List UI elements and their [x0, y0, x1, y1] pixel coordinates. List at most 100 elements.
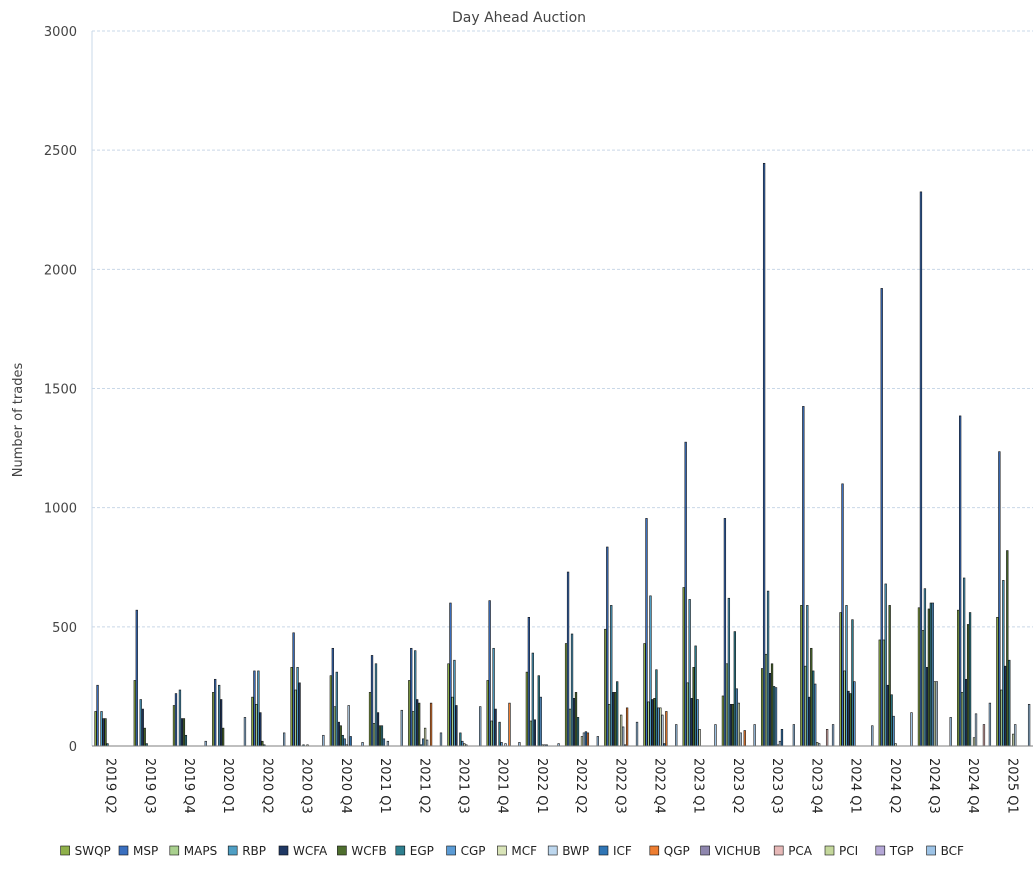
bar-rbp-2020-q4	[335, 671, 338, 747]
x-tick-label: 2024 Q4	[965, 758, 980, 814]
bar-egp-2024-q3	[929, 602, 933, 747]
bar-maps-2024-q3	[921, 630, 925, 747]
legend-swatch	[875, 845, 886, 856]
bar-rbp-2021-q4	[492, 647, 495, 747]
bar-wcfa-2019-q4	[180, 718, 184, 747]
bar-swqp-2025-q1	[996, 616, 999, 747]
legend-item-mcf: MCF	[497, 844, 537, 858]
bar-wcfa-2024-q3	[925, 667, 929, 747]
bar-maps-2023-q2	[725, 663, 729, 747]
x-tick-label: 2020 Q4	[338, 758, 353, 814]
bar-msp-2024-q1	[841, 483, 844, 747]
bar-bcf-2020-q3	[322, 734, 325, 747]
bar-swqp-2024-q3	[917, 607, 921, 747]
bar-mcf-2025-q1	[1012, 733, 1015, 747]
bar-rbp-2024-q3	[923, 588, 927, 747]
bar-egp-2023-q1	[694, 645, 697, 747]
x-tick-label: 2020 Q3	[299, 758, 314, 814]
legend-label: EGP	[410, 844, 434, 858]
bar-qgp-2023-q2	[743, 730, 746, 747]
bar-swqp-2022-q2	[564, 643, 568, 747]
bar-maps-2022-q3	[608, 703, 611, 747]
bar-maps-2022-q4	[647, 701, 650, 747]
bar-rbp-2019-q2	[100, 711, 103, 747]
bar-msp-2024-q2	[880, 288, 883, 747]
legend-item-pca: PCA	[773, 844, 813, 858]
bar-bwp-2025-q1	[1014, 724, 1017, 747]
bar-rbp-2021-q1	[374, 663, 378, 747]
bar-swqp-2023-q3	[760, 668, 764, 747]
y-tick-label: 2500	[44, 144, 77, 159]
bar-rbp-2023-q3	[766, 590, 770, 747]
bar-maps-2021-q3	[451, 696, 454, 747]
legend-swatch	[497, 845, 507, 856]
bar-bwp-2024-q3	[935, 681, 938, 747]
bar-mcf-2022-q2	[580, 736, 584, 747]
legend-swatch	[598, 845, 609, 856]
bar-bcf-2024-q4	[988, 702, 992, 747]
bar-icf-2022-q2	[584, 731, 588, 747]
bar-egp-2024-q4	[968, 612, 972, 747]
bar-maps-2021-q4	[490, 720, 493, 747]
bar-mcf-2021-q2	[423, 727, 427, 747]
bar-maps-2022-q2	[568, 708, 572, 747]
bar-wcfa-2022-q2	[572, 698, 576, 747]
bar-wcfa-2024-q1	[847, 690, 850, 747]
legend-item-swqp: SWQP	[60, 844, 111, 858]
x-tick-label: 2019 Q3	[142, 758, 157, 814]
bar-egp-2025-q1	[1008, 659, 1011, 747]
x-tick-label: 2023 Q4	[808, 758, 823, 814]
bar-bcf-2022-q3	[635, 721, 639, 747]
bar-wcfb-2024-q2	[888, 605, 891, 747]
bar-pca-2023-q4	[825, 729, 829, 747]
bar-wcfb-2024-q4	[966, 624, 970, 747]
bar-msp-2019-q2	[96, 684, 99, 747]
bar-wcfa-2019-q3	[141, 708, 144, 747]
x-tick-label: 2019 Q2	[103, 758, 118, 814]
bar-bcf-2023-q3	[792, 724, 796, 747]
bar-wcfb-2023-q3	[770, 663, 774, 747]
bar-egp-2022-q3	[616, 681, 619, 747]
bar-maps-2024-q4	[960, 692, 964, 747]
bar-rbp-2022-q3	[610, 605, 613, 747]
bar-maps-2024-q2	[882, 639, 885, 747]
bar-swqp-2020-q2	[251, 696, 254, 747]
bar-maps-2020-q4	[333, 706, 336, 747]
x-tick-label: 2024 Q1	[848, 758, 863, 814]
bar-wcfb-2023-q4	[810, 647, 813, 747]
bar-mcf-2023-q4	[816, 742, 819, 747]
bar-egp-2021-q3	[459, 732, 462, 747]
legend-label: TGP	[889, 844, 914, 858]
legend-item-wcfa: WCFA	[278, 844, 328, 858]
bar-wcfa-2023-q2	[729, 703, 732, 747]
bar-rbp-2019-q3	[139, 699, 142, 747]
bar-msp-2021-q4	[488, 600, 491, 747]
bar-egp-2020-q4	[341, 734, 344, 747]
bar-maps-2025-q1	[1000, 689, 1003, 747]
bar-qgp-2022-q2	[586, 732, 590, 747]
bar-swqp-2019-q3	[133, 680, 136, 747]
y-tick-label: 2000	[44, 263, 77, 278]
bar-icf-2023-q3	[780, 729, 784, 747]
bar-swqp-2020-q4	[329, 675, 332, 747]
bar-bwp-2023-q3	[778, 740, 782, 747]
legend-item-bwp: BWP	[547, 844, 589, 858]
bar-rbp-2020-q3	[296, 667, 299, 747]
bar-bcf-2023-q2	[753, 724, 756, 747]
legend-swatch	[169, 845, 180, 856]
bar-cgp-2020-q4	[343, 738, 346, 747]
bar-mcf-2023-q1	[698, 729, 701, 747]
bar-swqp-2023-q1	[682, 587, 685, 747]
bar-bcf-2023-q4	[831, 724, 835, 747]
legend-label: QGP	[664, 844, 690, 858]
bar-maps-2020-q2	[255, 703, 258, 747]
y-axis-ticks: 0 500 1000 1500 2000 2500 3000	[44, 25, 77, 755]
bar-swqp-2020-q1	[212, 692, 215, 747]
bar-bcf-2024-q3	[949, 717, 952, 747]
bar-maps-2022-q1	[529, 720, 532, 747]
x-tick-label: 2025 Q1	[1004, 758, 1019, 814]
bar-wcfa-2023-q1	[690, 698, 693, 747]
bar-maps-2021-q2	[412, 711, 415, 747]
bar-mcf-2022-q4	[659, 707, 662, 747]
